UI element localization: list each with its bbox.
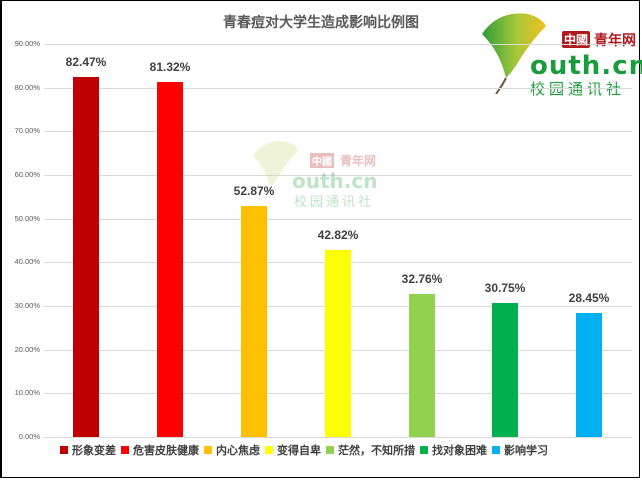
logo-badge: 中國 [562,31,591,48]
legend-swatch-icon [420,446,428,454]
chart-title: 青春痘对大学生造成影响比例图 [223,15,419,31]
bar-value-label: 30.75% [484,280,526,295]
youth-cn-logo: 中國 青年网 outh.cn 校园通讯社 [478,8,642,98]
bar-value-label: 52.87% [233,184,275,199]
legend-label: 形象变差 [72,444,116,457]
legend-item: 内心焦虑 [204,442,260,458]
legend-swatch-icon [121,446,129,454]
y-tick-label: 70.00% [14,126,40,136]
watermark-site: 青年网 [340,154,377,168]
legend-item: 找对象困难 [420,442,487,458]
legend-item: 形象变差 [60,442,116,458]
gridline [44,175,632,176]
gridline [44,131,632,133]
ginkgo-leaf-icon [252,141,299,188]
y-tick-label: 50.00% [14,213,40,223]
gridline [44,44,632,45]
legend-swatch-icon [60,446,68,454]
bar-value-label: 82.47% [65,54,107,69]
gridline [44,218,632,220]
bar-value-label: 28.45% [568,290,610,305]
y-tick-label: 90.00% [14,39,40,48]
legend-label: 危害皮肤健康 [133,444,199,457]
bar [325,250,351,437]
gridline [44,437,632,438]
legend-swatch-icon [265,446,273,454]
legend-label: 变得自卑 [277,444,321,457]
ginkgo-leaf-icon [482,13,546,94]
bar [241,206,267,437]
legend-item: 危害皮肤健康 [121,442,199,458]
legend-swatch-icon [492,446,500,454]
y-tick-label: 60.00% [14,170,40,179]
legend-item: 变得自卑 [265,442,321,458]
watermark-badge: 中國 [310,153,334,168]
y-tick-label: 20.00% [14,344,40,354]
legend-label: 影响学习 [504,444,548,457]
legend-swatch-icon [326,446,334,454]
logo-sub: 校园通讯社 [530,80,626,98]
logo-site: 青年网 [594,33,636,49]
bar [492,302,518,437]
bar [157,81,183,437]
y-tick-label: 40.00% [14,257,40,267]
gridline [44,87,632,89]
y-tick-label: 30.00% [14,301,40,310]
bar [576,312,602,437]
bar [409,293,435,437]
bar [73,76,99,437]
y-tick-label: 0.00% [18,432,40,441]
watermark: 中國 青年网 outh.cn 校园通讯社 [250,133,400,213]
y-tick-label: 80.00% [14,82,40,92]
bar-value-label: 42.82% [317,228,359,243]
watermark-domain: outh.cn [292,169,378,193]
legend-item: 茫然，不知所措 [326,442,415,458]
watermark-sub: 校园通讯社 [294,195,375,210]
bar-value-label: 32.76% [401,271,443,286]
y-tick-label: 10.00% [14,388,40,398]
bar-value-label: 81.32% [149,59,191,74]
logo-domain: outh.cn [530,51,642,81]
chart-legend: 形象变差 危害皮肤健康 内心焦虑 变得自卑 茫然，不知所措 找对象困难 影响学习 [60,442,553,458]
legend-label: 内心焦虑 [216,444,260,457]
legend-label: 找对象困难 [432,444,487,457]
legend-swatch-icon [204,446,212,454]
legend-item: 影响学习 [492,442,548,458]
legend-label: 茫然，不知所措 [338,444,415,457]
